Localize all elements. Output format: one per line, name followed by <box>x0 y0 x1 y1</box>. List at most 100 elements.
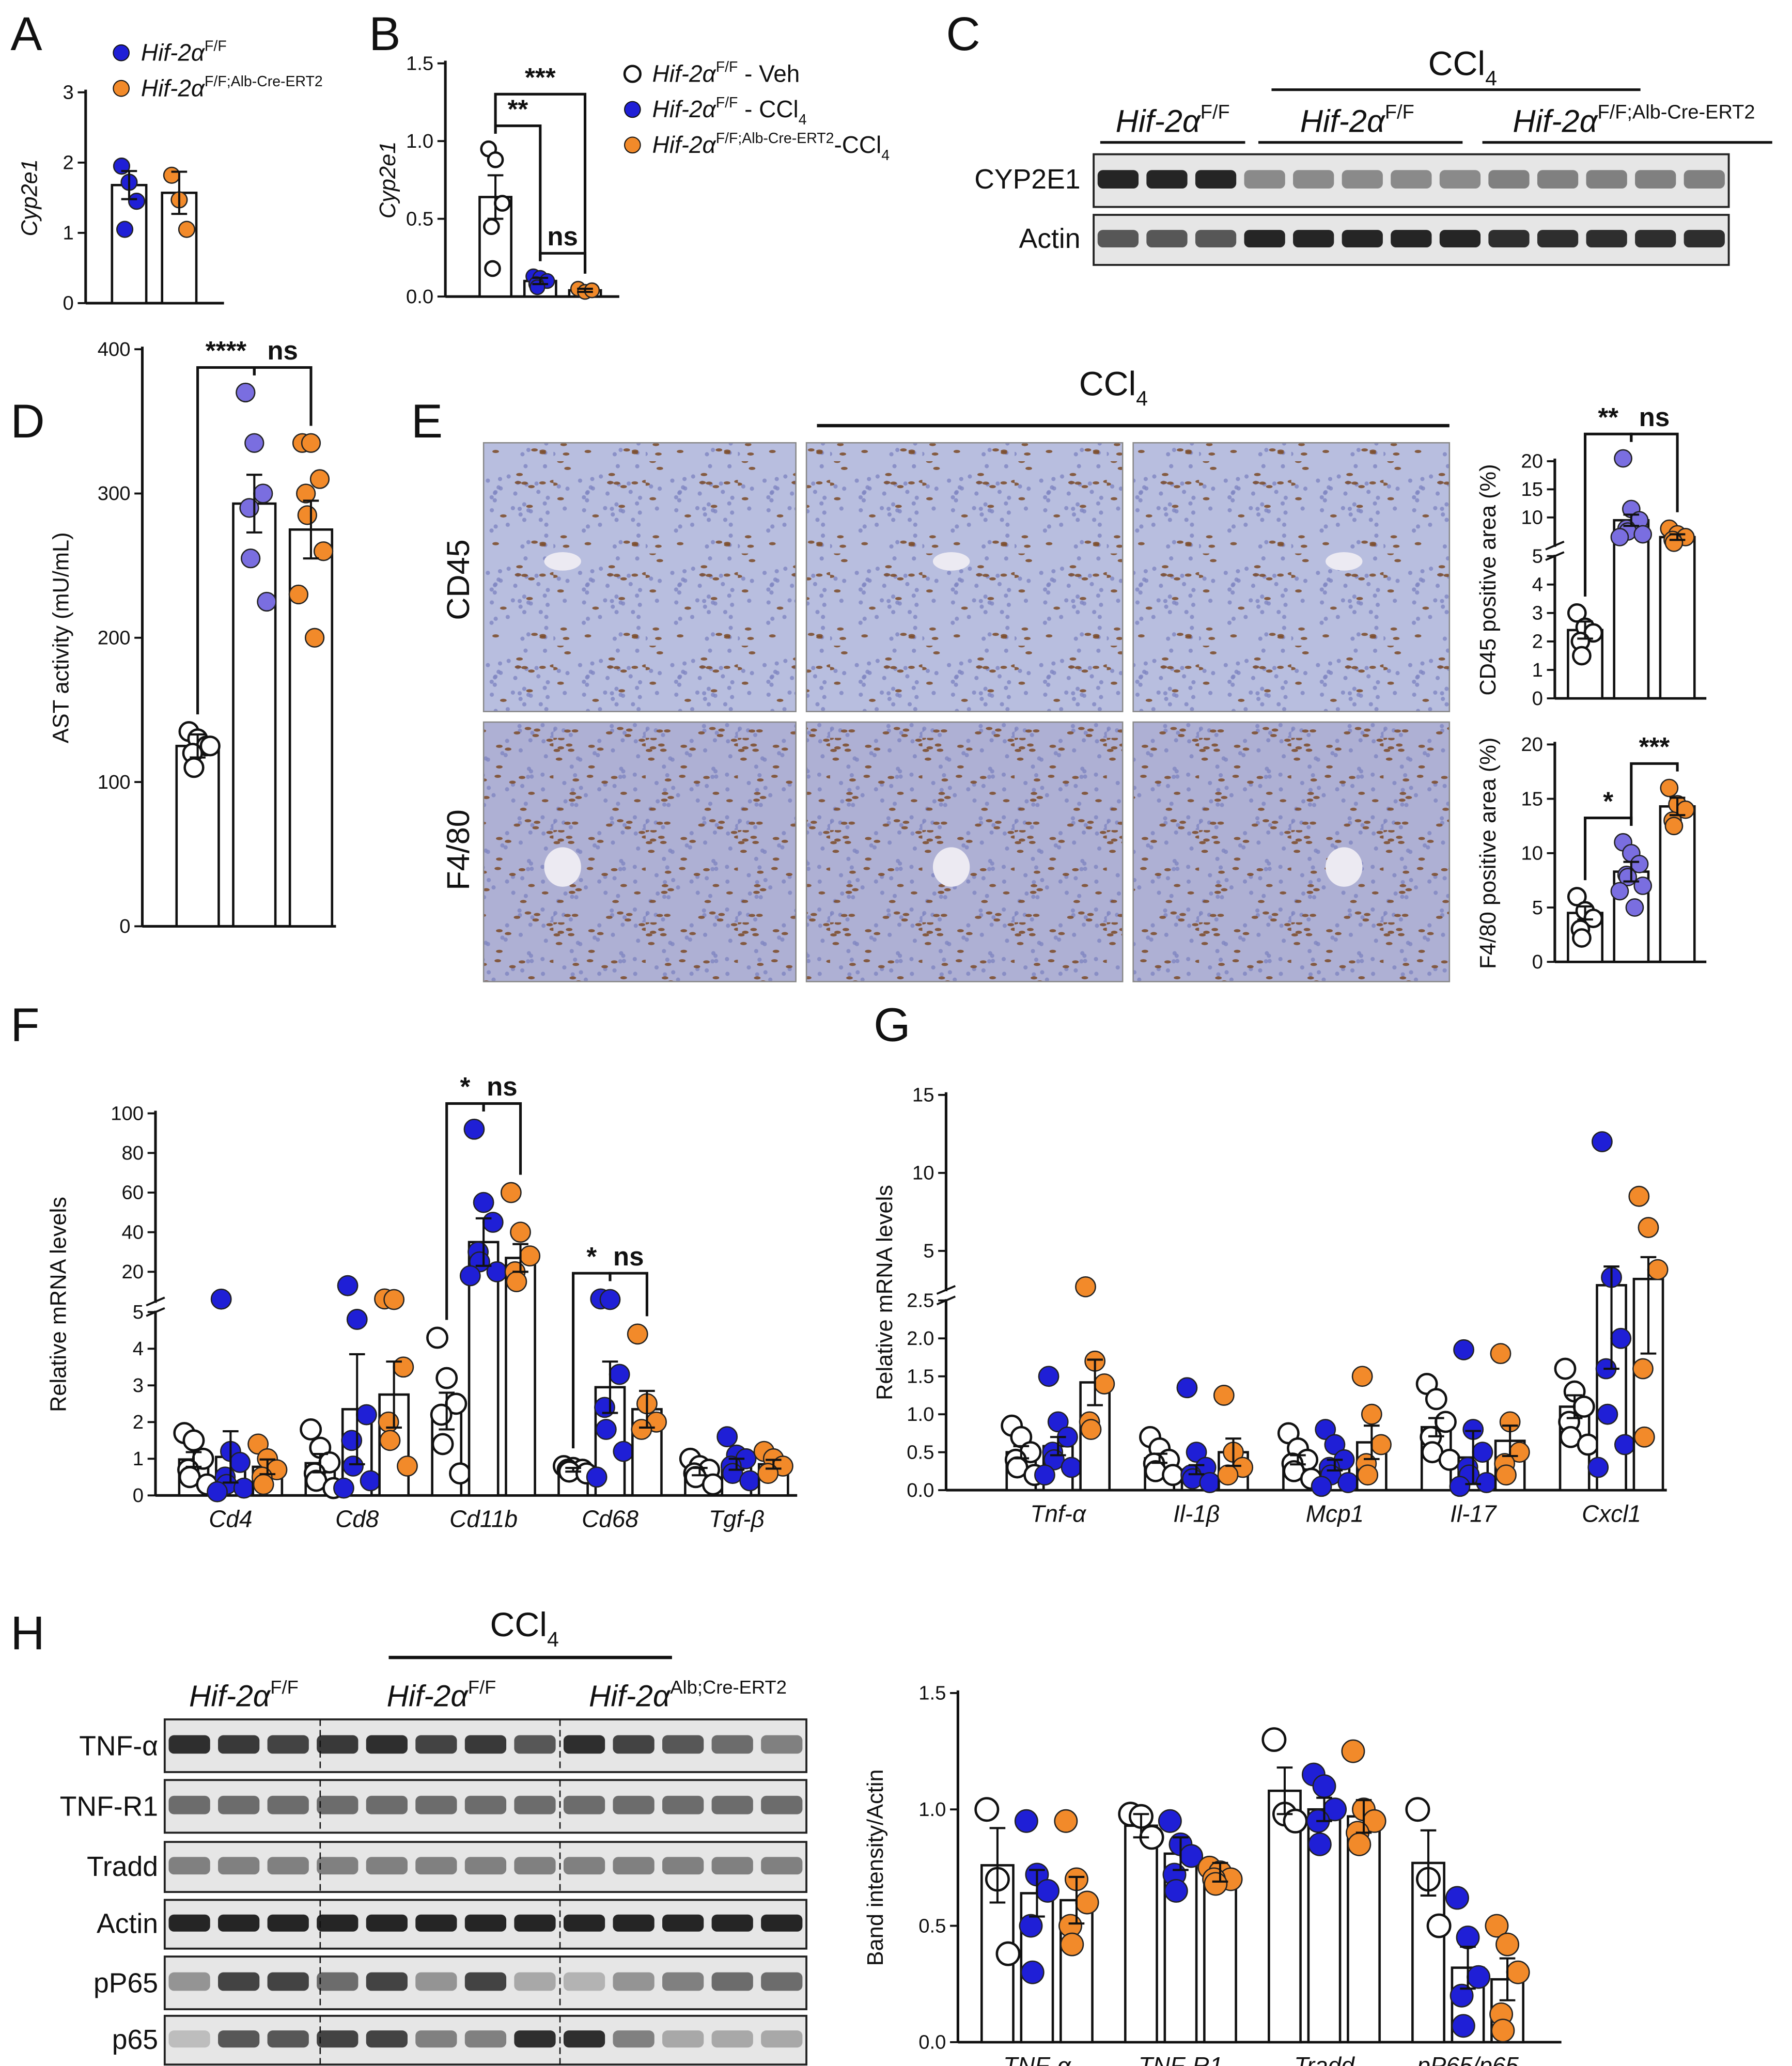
vessel <box>932 847 970 887</box>
text-part: Hif-2α <box>652 131 717 158</box>
data-point <box>506 1271 527 1292</box>
data-point <box>236 382 256 403</box>
y-tick-label: 15 <box>1521 788 1543 810</box>
significance-label: ** <box>1598 402 1618 432</box>
significance-bracket <box>494 92 587 274</box>
data-point <box>182 1429 205 1452</box>
bar <box>1124 1824 1158 2044</box>
blot-band <box>563 1914 605 1932</box>
blot-band <box>514 1795 556 1814</box>
text-part: Hif-2α <box>652 96 717 122</box>
row-label: Tradd <box>87 1852 158 1882</box>
data-point <box>1476 1472 1497 1493</box>
data-point <box>1610 528 1629 546</box>
blot-band <box>464 1914 507 1932</box>
y-tick-label: 2.5 <box>907 1290 934 1312</box>
error-bar <box>185 1451 202 1468</box>
error-bar <box>1499 1957 1516 2001</box>
y-tick-label: 3 <box>63 82 74 104</box>
error-bar <box>1050 1436 1066 1457</box>
data-point <box>288 584 308 605</box>
data-point <box>613 1441 634 1462</box>
x-tick-label: Cxcl1 <box>1582 1500 1641 1527</box>
data-point <box>1351 1366 1373 1387</box>
error-bar <box>246 474 262 534</box>
blot-band <box>761 1795 803 1814</box>
data-point <box>1438 1448 1461 1471</box>
data-point <box>1490 1343 1511 1365</box>
data-point <box>586 1466 607 1488</box>
data-point <box>1337 1472 1359 1493</box>
error-bar <box>1327 1459 1343 1472</box>
group-label: Hif-2αF/F <box>1116 102 1230 139</box>
blot-band <box>366 1914 408 1932</box>
error-bar <box>577 288 593 293</box>
bar <box>505 1257 536 1497</box>
significance-label: *** <box>1639 732 1670 761</box>
data-point <box>430 1403 453 1426</box>
group-label: Hif-2αF/F;Alb-Cre-ERT2 <box>1513 102 1755 139</box>
data-point <box>1213 1385 1235 1406</box>
error-bar <box>1577 620 1593 640</box>
blot-band <box>662 2030 704 2048</box>
x-tick-label: Tnf-α <box>1030 1500 1087 1527</box>
data-point <box>1036 1879 1059 1903</box>
error-bar <box>1603 1265 1619 1370</box>
blot-band <box>563 1795 605 1814</box>
row-label: TNF-α <box>79 1731 158 1761</box>
text-part: F/F <box>468 1677 496 1698</box>
data-point <box>183 757 205 778</box>
y-tick-label: 1 <box>1532 659 1543 681</box>
blot-band <box>317 1914 359 1932</box>
data-point <box>1307 1832 1332 1856</box>
vessel <box>544 552 581 571</box>
panel-letter: H <box>10 1607 44 1660</box>
data-point <box>233 1477 255 1499</box>
data-point <box>1315 1419 1336 1440</box>
histology-image <box>1132 442 1451 712</box>
significance-label: * <box>460 1072 470 1101</box>
treatment-label: CCl4 <box>1079 365 1148 410</box>
y-tick-label: 2 <box>1532 631 1543 653</box>
y-axis-label: Relative mRNA levels <box>872 1185 897 1400</box>
data-point <box>1341 1739 1365 1763</box>
y-tick-label: 0.0 <box>907 1479 934 1501</box>
blot-band <box>1586 170 1627 189</box>
y-tick-label: 0 <box>133 1484 144 1507</box>
panel-letter: G <box>874 998 910 1051</box>
error-bar <box>190 733 206 759</box>
y-tick-label: 10 <box>1521 842 1543 865</box>
y-tick-label: 1.0 <box>406 130 433 152</box>
y-tick-label: 1.5 <box>907 1365 934 1387</box>
data-point <box>974 1797 1000 1822</box>
x-tick-label: TNF-α <box>1003 2052 1072 2066</box>
error-bar <box>1212 1861 1228 1883</box>
data-point <box>473 1192 494 1213</box>
blot-band <box>366 1735 408 1754</box>
significance-label: ns <box>547 222 578 251</box>
text-part: F/F;Alb-Cre-ERT2 <box>1597 102 1755 123</box>
x-tick-label: Mcp1 <box>1306 1500 1364 1527</box>
x-tick-label: pP65/p65 <box>1416 2052 1519 2066</box>
blot-band <box>563 2030 605 2048</box>
data-point <box>1080 1419 1102 1440</box>
error-bar <box>1225 1437 1241 1467</box>
error-bar <box>223 1430 239 1484</box>
bar <box>161 192 198 305</box>
data-point <box>1204 1872 1228 1896</box>
data-point <box>595 1419 617 1440</box>
data-point <box>529 279 546 295</box>
text-part: 4 <box>799 112 807 128</box>
error-bar <box>692 1467 708 1477</box>
y-axis-label: Cyp2e1 <box>17 159 42 236</box>
data-point <box>431 1433 454 1455</box>
blot-band <box>1488 170 1530 189</box>
legend-label: Hif-2αF/F - Veh <box>652 59 800 87</box>
data-point <box>116 221 134 238</box>
data-point <box>1647 1259 1669 1280</box>
y-tick-label: 1.5 <box>406 52 433 74</box>
data-point <box>1567 603 1587 623</box>
y-axis-label: AST activity (mU/mL) <box>49 532 74 743</box>
y-tick-label: 2.0 <box>907 1327 934 1350</box>
data-point <box>296 483 316 504</box>
